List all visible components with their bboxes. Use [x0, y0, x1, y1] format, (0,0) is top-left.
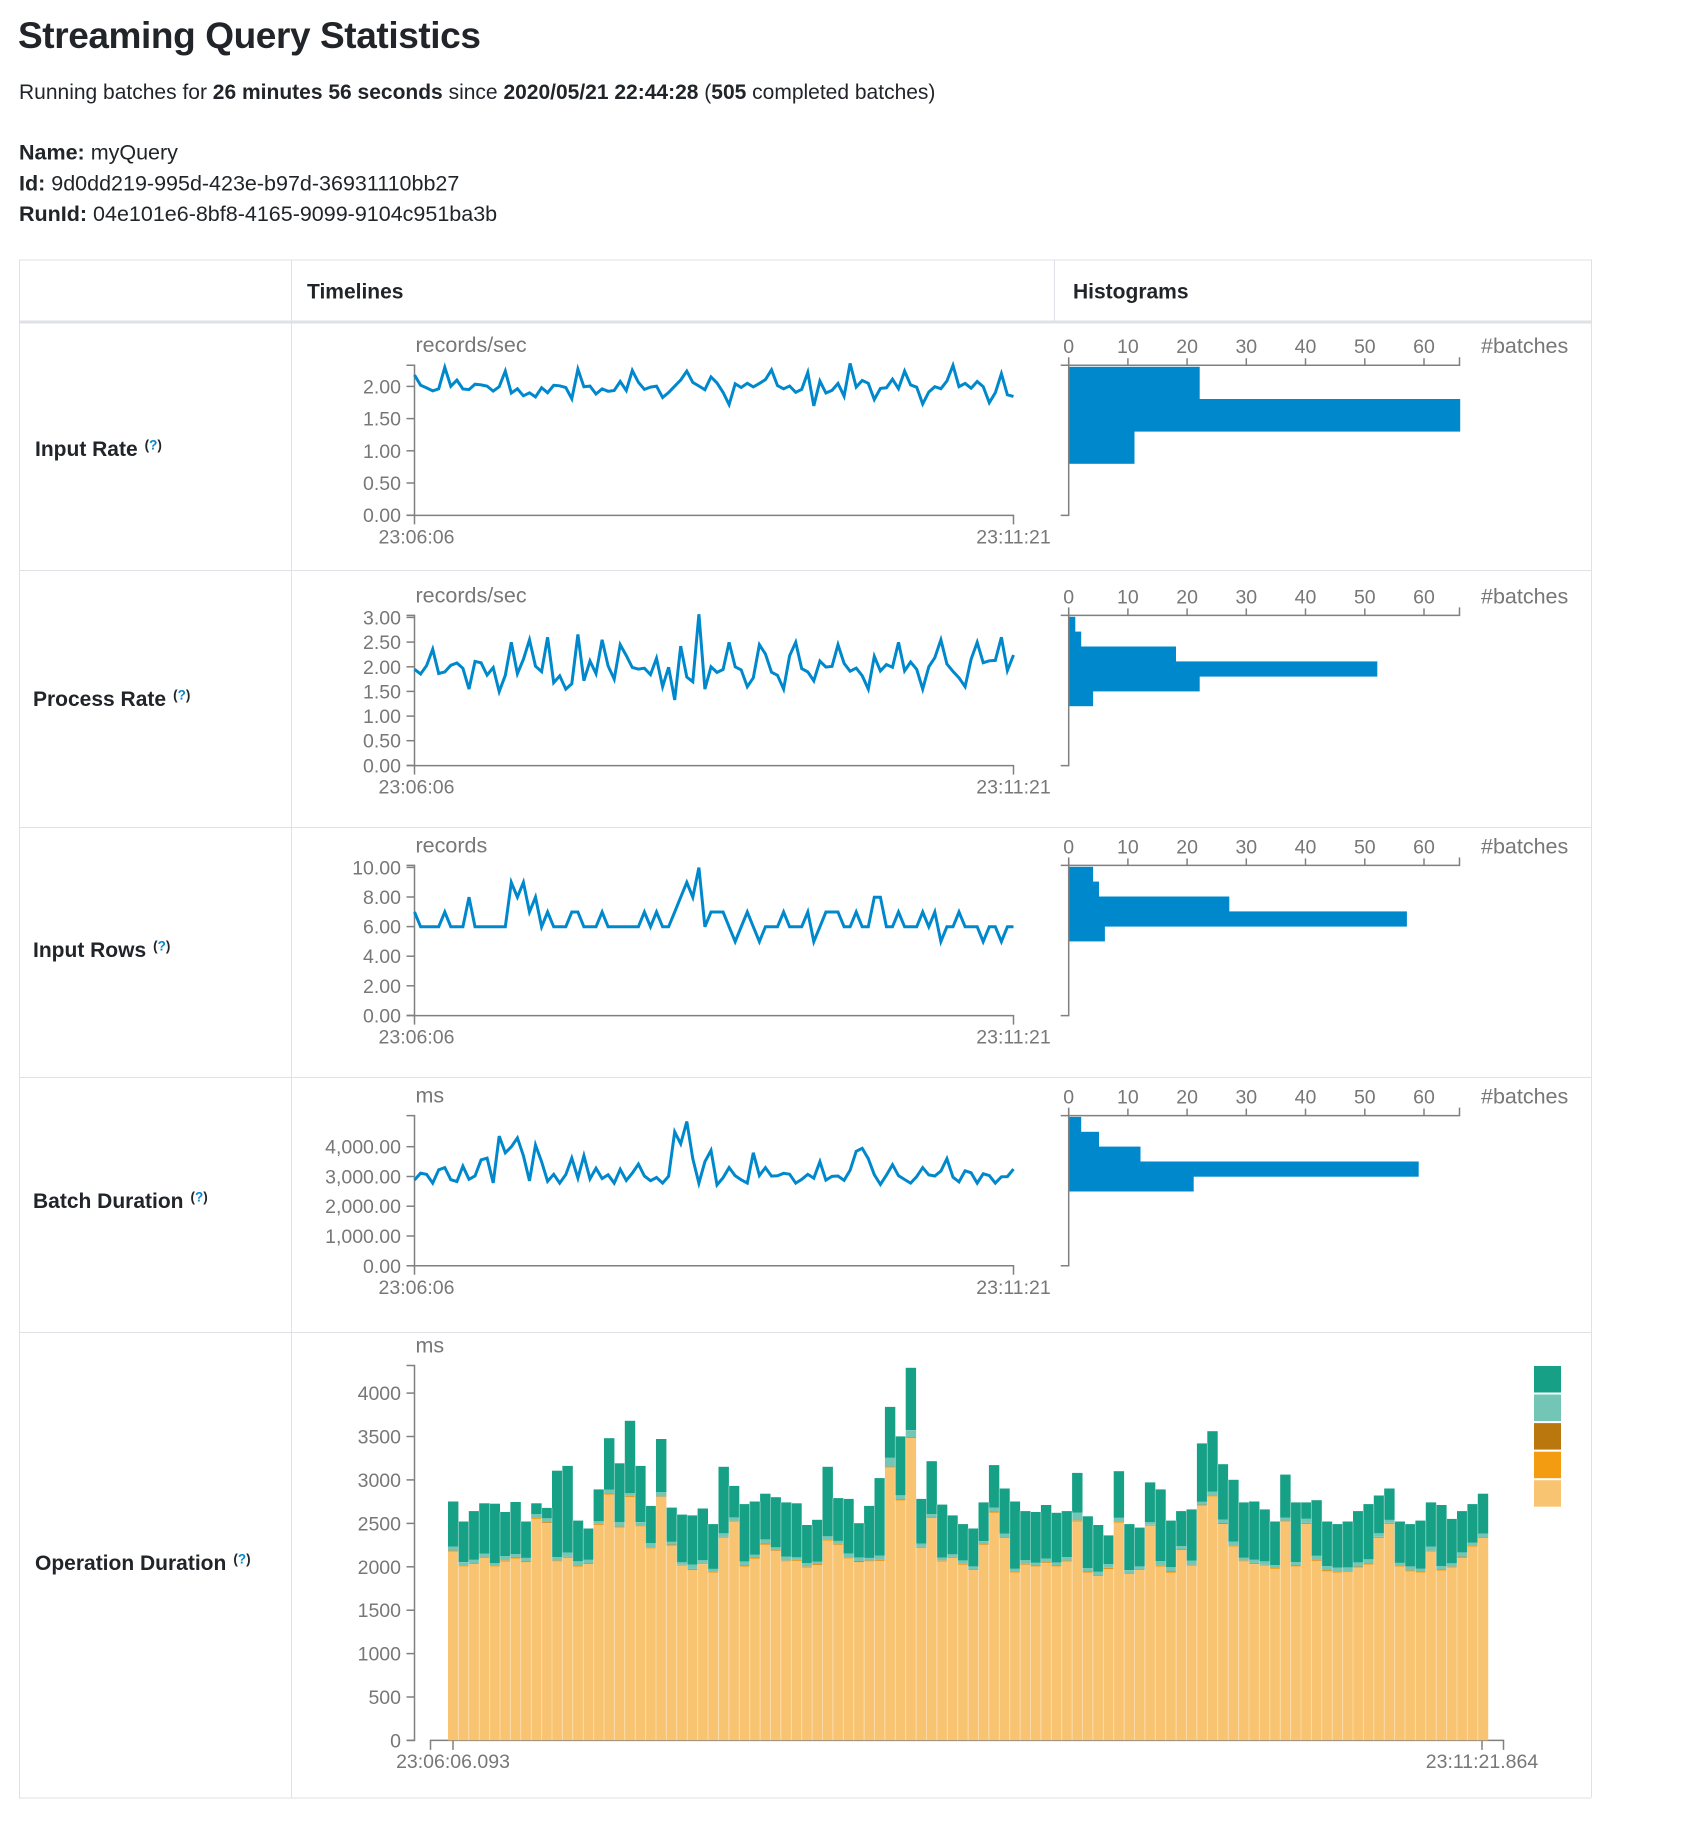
- svg-text:30: 30: [1235, 1087, 1257, 1109]
- svg-text:2,000.00: 2,000.00: [325, 1196, 401, 1218]
- svg-text:23:11:21: 23:11:21: [976, 777, 1050, 799]
- svg-text:1000: 1000: [358, 1644, 402, 1666]
- svg-text:20: 20: [1176, 836, 1198, 858]
- svg-text:1.50: 1.50: [363, 409, 401, 431]
- svg-text:Histograms: Histograms: [1073, 281, 1189, 304]
- svg-text:0: 0: [1063, 586, 1074, 608]
- svg-text:2.00: 2.00: [363, 376, 401, 398]
- svg-text:20: 20: [1176, 586, 1198, 608]
- svg-text:1,000.00: 1,000.00: [325, 1226, 401, 1248]
- svg-text:23:06:06: 23:06:06: [379, 777, 455, 799]
- svg-text:60: 60: [1413, 586, 1435, 608]
- svg-text:#batches: #batches: [1481, 834, 1568, 858]
- svg-text:1500: 1500: [358, 1600, 402, 1622]
- svg-text:6.00: 6.00: [363, 917, 401, 939]
- svg-text:4,000.00: 4,000.00: [325, 1137, 401, 1159]
- svg-text:500: 500: [368, 1687, 401, 1709]
- svg-text:23:06:06: 23:06:06: [379, 1027, 455, 1049]
- svg-text:50: 50: [1354, 586, 1376, 608]
- svg-text:1.00: 1.00: [363, 441, 401, 463]
- svg-text:50: 50: [1354, 336, 1376, 358]
- svg-text:10: 10: [1117, 336, 1139, 358]
- svg-text:20: 20: [1176, 1087, 1198, 1109]
- svg-text:40: 40: [1295, 1087, 1317, 1109]
- svg-text:23:11:21: 23:11:21: [976, 1027, 1050, 1049]
- svg-text:3000: 3000: [358, 1470, 402, 1492]
- svg-text:Id: 9d0dd219-995d-423e-b97d-36: Id: 9d0dd219-995d-423e-b97d-36931110bb27: [19, 172, 459, 196]
- svg-text:10: 10: [1117, 1087, 1139, 1109]
- svg-text:4.00: 4.00: [363, 946, 401, 968]
- svg-text:Input Rows(?): Input Rows(?): [33, 939, 170, 963]
- svg-text:Batch Duration(?): Batch Duration(?): [33, 1190, 208, 1214]
- svg-text:23:06:06: 23:06:06: [379, 1277, 455, 1299]
- svg-text:60: 60: [1413, 336, 1435, 358]
- svg-text:0: 0: [1063, 836, 1074, 858]
- svg-text:3,000.00: 3,000.00: [325, 1167, 401, 1189]
- svg-text:1.00: 1.00: [363, 706, 401, 728]
- svg-text:0.00: 0.00: [363, 1256, 401, 1278]
- svg-text:#batches: #batches: [1481, 334, 1568, 358]
- svg-text:Running batches for 26 minutes: Running batches for 26 minutes 56 second…: [19, 81, 935, 104]
- svg-text:23:11:21: 23:11:21: [976, 526, 1050, 548]
- svg-text:50: 50: [1354, 1087, 1376, 1109]
- svg-text:3.00: 3.00: [363, 607, 401, 629]
- svg-text:10: 10: [1117, 586, 1139, 608]
- svg-text:ms: ms: [416, 1334, 445, 1358]
- svg-text:3500: 3500: [358, 1427, 402, 1449]
- svg-text:30: 30: [1235, 336, 1257, 358]
- svg-text:2500: 2500: [358, 1513, 402, 1535]
- svg-text:0.50: 0.50: [363, 473, 401, 495]
- svg-text:records/sec: records/sec: [416, 583, 527, 607]
- svg-text:40: 40: [1295, 836, 1317, 858]
- svg-text:30: 30: [1235, 836, 1257, 858]
- svg-text:0: 0: [1063, 1087, 1074, 1109]
- svg-text:60: 60: [1413, 1087, 1435, 1109]
- svg-text:2.00: 2.00: [363, 976, 401, 998]
- svg-text:Name: myQuery: Name: myQuery: [19, 141, 178, 165]
- svg-text:1.50: 1.50: [363, 681, 401, 703]
- svg-text:2000: 2000: [358, 1557, 402, 1579]
- svg-text:Timelines: Timelines: [307, 281, 404, 304]
- svg-text:0: 0: [1063, 336, 1074, 358]
- svg-text:60: 60: [1413, 836, 1435, 858]
- svg-text:ms: ms: [416, 1084, 445, 1108]
- svg-text:0.50: 0.50: [363, 731, 401, 753]
- svg-text:0: 0: [390, 1730, 401, 1752]
- svg-text:#batches: #batches: [1481, 1085, 1568, 1109]
- svg-text:20: 20: [1176, 336, 1198, 358]
- svg-text:30: 30: [1235, 586, 1257, 608]
- svg-text:23:11:21: 23:11:21: [976, 1277, 1050, 1299]
- svg-text:40: 40: [1295, 336, 1317, 358]
- svg-text:23:11:21.864: 23:11:21.864: [1426, 1751, 1539, 1773]
- svg-text:23:06:06: 23:06:06: [379, 526, 455, 548]
- svg-text:Streaming Query Statistics: Streaming Query Statistics: [18, 15, 481, 56]
- svg-text:10: 10: [1117, 836, 1139, 858]
- svg-text:23:06:06.093: 23:06:06.093: [396, 1751, 510, 1773]
- svg-text:50: 50: [1354, 836, 1376, 858]
- svg-text:Process Rate(?): Process Rate(?): [33, 688, 190, 712]
- svg-text:Operation Duration(?): Operation Duration(?): [35, 1552, 251, 1576]
- svg-text:0.00: 0.00: [363, 755, 401, 777]
- svg-text:10.00: 10.00: [352, 857, 401, 879]
- svg-text:records/sec: records/sec: [416, 333, 527, 357]
- svg-text:records: records: [416, 833, 488, 857]
- svg-text:0.00: 0.00: [363, 1005, 401, 1027]
- svg-text:2.50: 2.50: [363, 632, 401, 654]
- svg-text:8.00: 8.00: [363, 887, 401, 909]
- svg-text:RunId: 04e101e6-8bf8-4165-9099: RunId: 04e101e6-8bf8-4165-9099-9104c951b…: [19, 202, 497, 226]
- svg-text:Input Rate(?): Input Rate(?): [35, 438, 162, 462]
- svg-text:#batches: #batches: [1481, 584, 1568, 608]
- svg-text:2.00: 2.00: [363, 657, 401, 679]
- svg-text:4000: 4000: [358, 1383, 402, 1405]
- svg-text:0.00: 0.00: [363, 505, 401, 527]
- svg-text:40: 40: [1295, 586, 1317, 608]
